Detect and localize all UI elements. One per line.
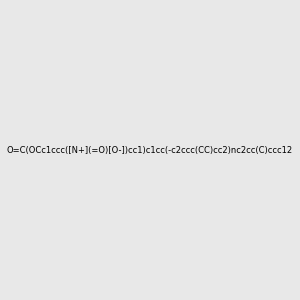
Text: O=C(OCc1ccc([N+](=O)[O-])cc1)c1cc(-c2ccc(CC)cc2)nc2cc(C)ccc12: O=C(OCc1ccc([N+](=O)[O-])cc1)c1cc(-c2ccc… [7,146,293,154]
